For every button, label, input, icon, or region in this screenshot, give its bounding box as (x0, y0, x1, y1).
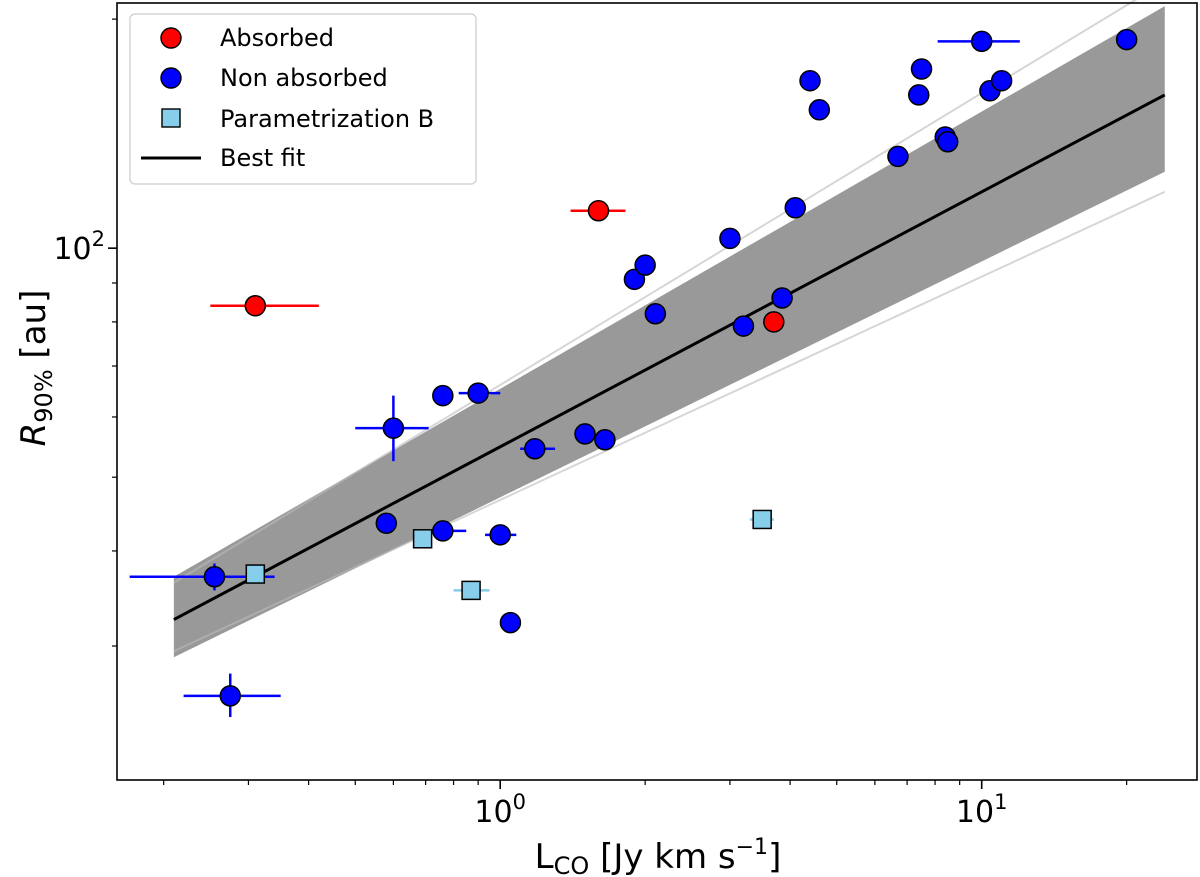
non-absorbed-point-10 (574, 423, 596, 445)
legend-marker-absorbed (160, 27, 182, 49)
non-absorbed-point-7 (489, 524, 511, 546)
fit-band-area (173, 6, 1165, 658)
fit-band-edge-lower (173, 190, 1166, 653)
non-absorbed-point-25 (936, 130, 959, 153)
non-absorbed-point-19 (799, 69, 821, 92)
non-absorbed-point-12 (623, 268, 646, 291)
best-fit-line-group (173, 93, 1166, 621)
non-absorbed-point-26 (970, 30, 993, 53)
non-absorbed-point-29 (1115, 28, 1138, 51)
non-absorbed-point-16 (732, 315, 755, 337)
non-absorbed-point-8 (499, 611, 522, 634)
x-tick-label-10: 101 (956, 790, 1008, 830)
parametrization-b-point-0 (245, 564, 266, 584)
non-absorbed-point-28 (990, 69, 1013, 92)
legend-label-absorbed: Absorbed (220, 24, 334, 52)
tick-labels: 100 101 102 (53, 227, 1007, 830)
parametrization-b-point-1 (412, 529, 433, 549)
absorbed-point-1 (587, 199, 610, 222)
non-absorbed-point-6 (467, 382, 489, 404)
non-absorbed-point-3 (382, 417, 405, 439)
legend-marker-parametrization-b (161, 108, 181, 128)
legend: Absorbed Non absorbed Parametrization B … (129, 13, 477, 185)
non-absorbed-point-14 (644, 302, 667, 325)
non-absorbed-point-1 (219, 685, 242, 707)
non-absorbed-point-13 (634, 254, 656, 276)
non-absorbed-point-20 (808, 99, 831, 121)
non-absorbed-point-0 (203, 565, 226, 588)
non-absorbed-point-21 (887, 145, 909, 168)
absorbed-point-0 (244, 295, 267, 317)
y-tick-label-100: 102 (53, 227, 105, 267)
legend-label-parametrization-b: Parametrization B (220, 105, 434, 133)
axis-ticks (108, 18, 1128, 789)
non-absorbed-point-22 (907, 84, 930, 106)
legend-label-best-fit: Best fit (220, 144, 305, 172)
legend-marker-non-absorbed (160, 67, 182, 89)
absorbed-point-2 (763, 311, 785, 333)
legend-label-non-absorbed: Non absorbed (220, 64, 388, 92)
non-absorbed-point-5 (432, 520, 454, 542)
non-absorbed-point-17 (771, 287, 793, 309)
data-markers (203, 28, 1138, 707)
x-tick-label-1: 100 (474, 790, 526, 830)
non-absorbed-point-2 (375, 512, 398, 534)
parametrization-b-point-3 (752, 509, 772, 530)
non-absorbed-point-18 (784, 197, 807, 219)
non-absorbed-point-15 (719, 227, 741, 250)
parametrization-b-point-2 (461, 580, 481, 601)
best-fit-line (173, 93, 1166, 621)
non-absorbed-point-4 (432, 384, 454, 407)
non-absorbed-point-23 (910, 58, 933, 80)
y-axis-label: R90% [au] (14, 290, 58, 447)
plot-frame (116, 2, 1198, 781)
x-axis-label: LCO [Jy km s−1] (535, 835, 782, 877)
non-absorbed-point-11 (594, 429, 616, 451)
non-absorbed-point-9 (524, 437, 546, 460)
legend-box (129, 13, 477, 185)
